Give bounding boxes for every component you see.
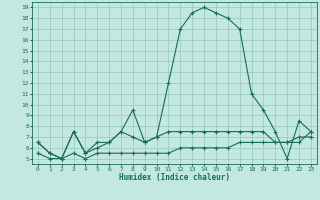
X-axis label: Humidex (Indice chaleur): Humidex (Indice chaleur) xyxy=(119,173,230,182)
